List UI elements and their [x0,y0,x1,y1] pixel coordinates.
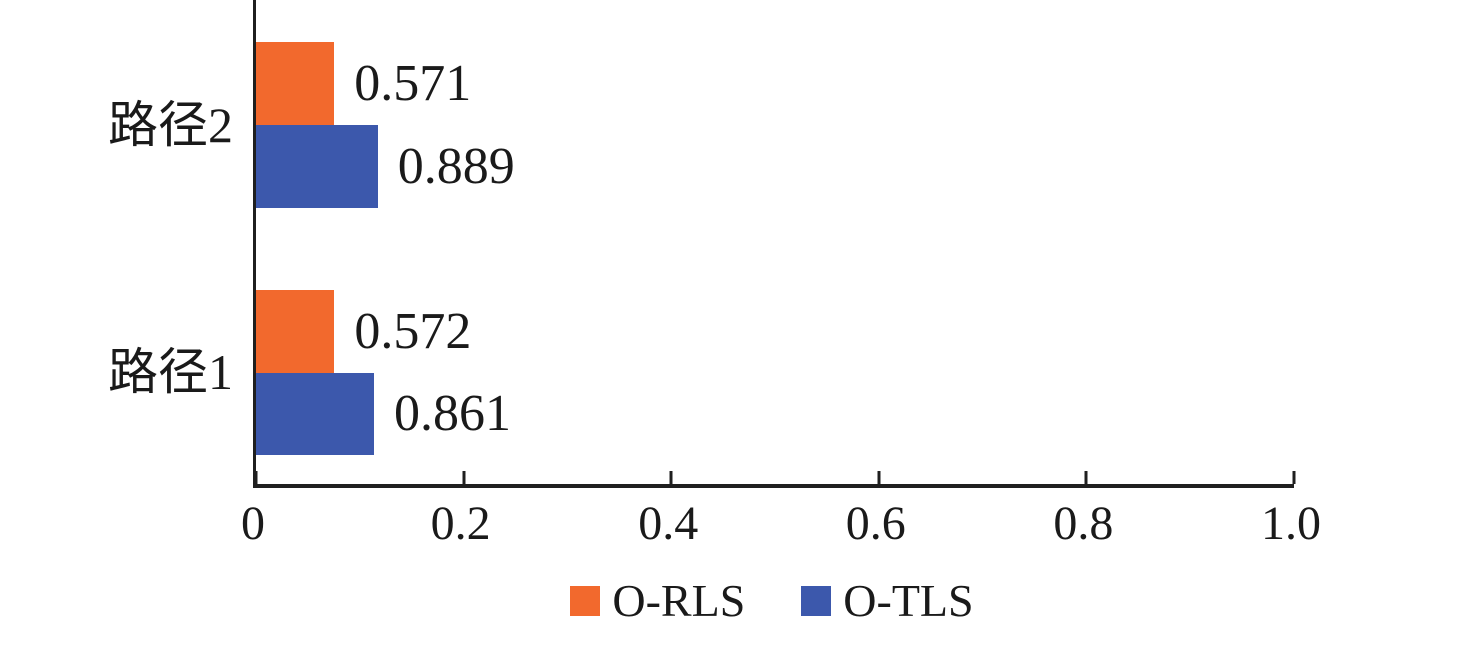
legend-swatch-orls [570,586,601,616]
bar-value-label: 0.889 [397,137,515,195]
bar-row: 0.889 [256,125,515,208]
legend-item-otls: O-TLS [801,575,974,626]
x-tick-label: 1.0 [1261,497,1321,550]
bar-value-label: 0.572 [354,302,472,360]
x-tick [254,471,258,484]
legend-label-otls: O-TLS [843,575,974,626]
x-tick [462,471,466,484]
bar-row: 0.571 [256,42,471,125]
legend: O-RLS O-TLS [253,578,1291,624]
x-tick [669,471,673,484]
x-tick [1084,471,1088,484]
category-label-path1: 路径1 [108,344,233,400]
bar-orls-path2 [256,42,335,125]
x-tick-label: 0.6 [845,497,906,550]
x-tick-label: 0.2 [430,497,491,550]
bar-value-label: 0.861 [393,385,511,442]
bar-value-label: 0.571 [354,54,472,112]
x-axis-tick-labels: 0 0.2 0.4 0.6 0.8 1.0 [241,497,1321,560]
x-tick [877,471,881,484]
legend-item-orls: O-RLS [570,578,745,624]
bar-otls-path1 [256,373,374,455]
x-tick-label: 0 [241,497,265,550]
x-tick [1292,471,1296,484]
legend-label-orls: O-RLS [612,575,746,626]
x-tick-label: 0.4 [638,497,699,550]
plot-area: 路径2 0.571 0.889 路径1 0.572 0.861 [108,0,1296,488]
category-label-path2: 路径2 [108,97,233,153]
x-tick-label: 0.8 [1053,497,1114,550]
bar-orls-path1 [256,290,335,373]
bar-row: 0.572 [256,290,471,373]
legend-swatch-otls [801,586,832,616]
bar-row: 0.861 [256,373,511,455]
bar-otls-path2 [256,125,378,208]
